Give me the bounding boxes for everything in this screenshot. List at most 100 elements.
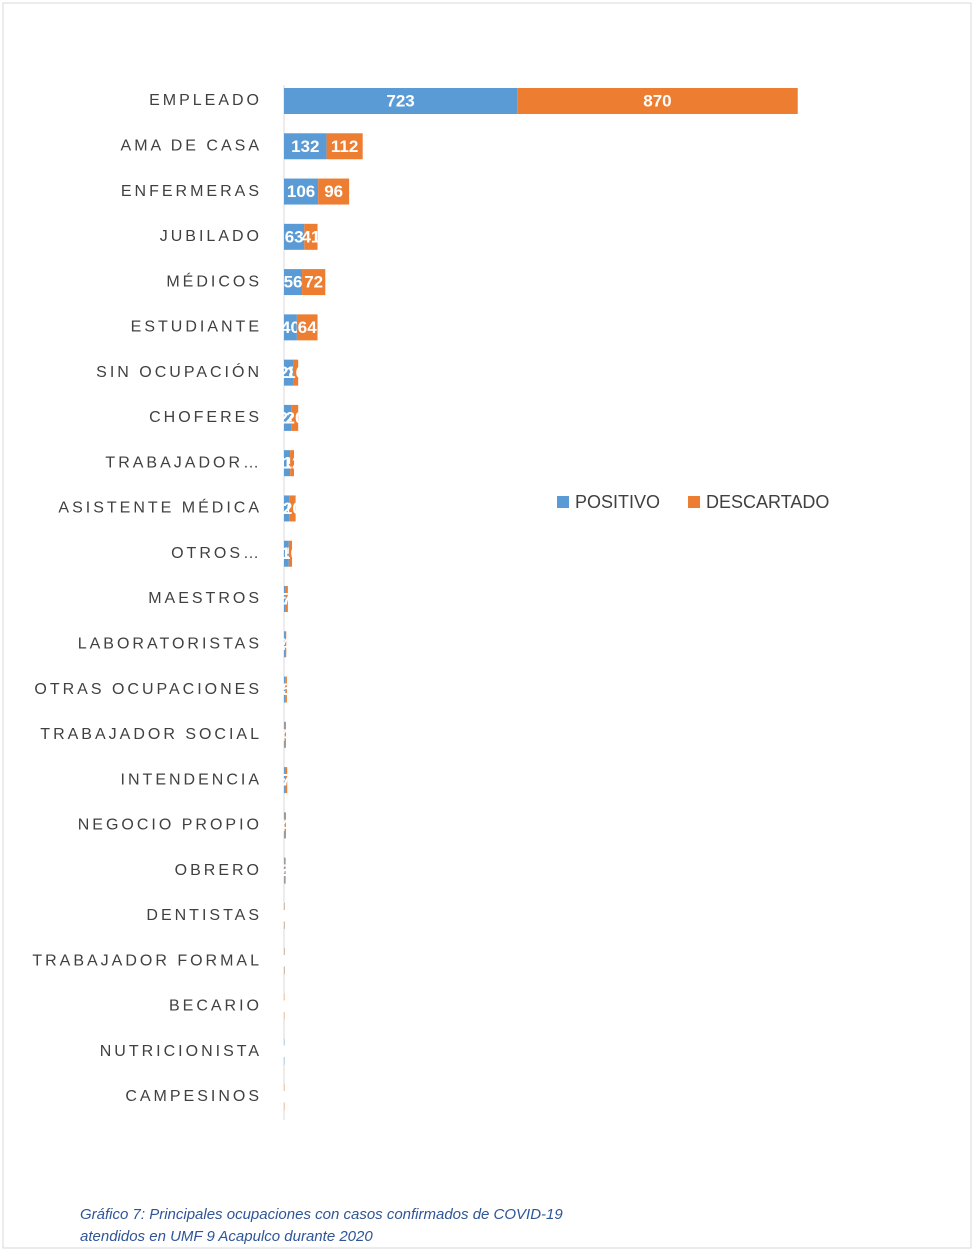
data-label: 7 bbox=[282, 589, 291, 608]
bar-segment bbox=[284, 495, 290, 522]
bar-segment bbox=[291, 404, 299, 431]
data-label: 41 bbox=[301, 227, 320, 246]
data-label: 63 bbox=[285, 227, 304, 246]
data-label: 7 bbox=[281, 771, 290, 790]
caption: atendidos en UMF 9 Acapulco durante 2020 bbox=[80, 1228, 373, 1245]
data-label: 4 bbox=[281, 816, 291, 835]
bar-segment bbox=[284, 721, 286, 748]
bar-segment bbox=[284, 223, 305, 250]
bar-segment bbox=[290, 450, 294, 477]
data-label: 40 bbox=[281, 318, 300, 337]
bar-segment bbox=[284, 767, 285, 794]
data-label: 4 bbox=[281, 725, 291, 744]
category-label: INTENDENCIA bbox=[121, 771, 262, 788]
category-label: ESTUDIANTE bbox=[131, 319, 262, 336]
data-label: 1 bbox=[280, 906, 289, 925]
bar-segment bbox=[302, 269, 326, 296]
category-label: CHOFERES bbox=[149, 409, 262, 426]
category-label: TRABAJADOR FORMAL bbox=[32, 952, 262, 969]
bar-segment bbox=[284, 269, 303, 296]
data-label: 1 bbox=[279, 1042, 288, 1061]
data-label: 20 bbox=[286, 408, 305, 427]
bar-segment bbox=[284, 676, 286, 703]
data-label: 2 bbox=[280, 861, 289, 880]
category-label: OTROS… bbox=[171, 545, 262, 562]
data-label: 12 bbox=[283, 454, 302, 473]
bar-segment bbox=[284, 88, 518, 114]
bar-segment bbox=[326, 133, 363, 160]
bar-segment bbox=[304, 223, 318, 250]
category-label: SIN OCUPACIÓN bbox=[96, 362, 262, 381]
data-label: 1 bbox=[279, 997, 288, 1016]
category-label: OTRAS OCUPACIONES bbox=[34, 681, 262, 698]
bar-segment bbox=[284, 450, 291, 477]
bar-segment bbox=[284, 767, 288, 794]
legend-swatch bbox=[688, 496, 701, 508]
data-label: 0 bbox=[280, 1042, 289, 1061]
category-label: LABORATORISTAS bbox=[78, 635, 262, 652]
data-label: 10 bbox=[281, 544, 300, 563]
bar-segment bbox=[288, 540, 293, 567]
bar-segment bbox=[284, 133, 327, 160]
data-label: 20 bbox=[283, 499, 302, 518]
category-label: DENTISTAS bbox=[146, 907, 262, 924]
data-label: 5 bbox=[280, 589, 289, 608]
bar-segment bbox=[284, 857, 285, 884]
data-label: 1 bbox=[279, 1087, 288, 1106]
data-label: 4 bbox=[281, 635, 291, 654]
bar-segment bbox=[284, 540, 289, 567]
bar-segment bbox=[284, 631, 285, 658]
data-label: 870 bbox=[643, 91, 671, 110]
bar-segment bbox=[285, 676, 287, 703]
data-label: 1 bbox=[280, 952, 289, 971]
category-label: OBRERO bbox=[175, 862, 262, 879]
data-label: 1 bbox=[279, 906, 288, 925]
data-label: 64 bbox=[298, 318, 317, 337]
legend-label: DESCARTADO bbox=[706, 492, 829, 512]
bar-segment bbox=[285, 586, 288, 612]
data-label: 3 bbox=[280, 861, 289, 880]
bar-segment bbox=[284, 857, 286, 884]
data-label: 56 bbox=[284, 273, 303, 292]
category-label: AMA DE CASA bbox=[121, 137, 262, 154]
data-label: 5 bbox=[281, 680, 290, 699]
bar-segment bbox=[284, 721, 285, 748]
category-label: MÉDICOS bbox=[166, 271, 262, 290]
bar-segment bbox=[284, 404, 292, 431]
data-label: 112 bbox=[331, 137, 358, 156]
category-label: ENFERMERAS bbox=[121, 183, 262, 200]
data-label: 723 bbox=[386, 91, 414, 110]
bar-segment bbox=[296, 314, 318, 341]
bar-segment bbox=[284, 631, 287, 658]
category-label: NEGOCIO PROPIO bbox=[78, 817, 262, 834]
category-label: BECARIO bbox=[169, 998, 262, 1015]
category-label: CAMPESINOS bbox=[125, 1088, 262, 1105]
data-label: 2 bbox=[280, 725, 289, 744]
data-label: 3 bbox=[280, 635, 289, 654]
data-label: 106 bbox=[287, 182, 315, 201]
data-label: 16 bbox=[286, 363, 305, 382]
bar-segment bbox=[284, 178, 319, 205]
data-label: 1 bbox=[279, 952, 288, 971]
category-label: MAESTROS bbox=[148, 590, 262, 607]
bar-segment bbox=[284, 586, 286, 612]
bar-segment bbox=[293, 359, 299, 386]
legend-swatch bbox=[557, 496, 569, 508]
category-label: TRABAJADOR SOCIAL bbox=[40, 726, 262, 743]
category-label: TRABAJADOR… bbox=[105, 454, 262, 471]
data-label: 3 bbox=[280, 771, 289, 790]
bar-segment bbox=[517, 88, 798, 114]
data-label: 132 bbox=[291, 137, 319, 156]
bar-segment bbox=[289, 495, 296, 522]
bar-segment bbox=[284, 812, 285, 839]
category-label: ASISTENTE MÉDICA bbox=[58, 498, 262, 517]
data-label: 4 bbox=[280, 680, 290, 699]
data-label: 2 bbox=[280, 816, 289, 835]
bar-segment bbox=[284, 812, 286, 839]
bar-segment bbox=[318, 178, 350, 205]
bar-segment bbox=[284, 314, 297, 341]
bar-segment bbox=[284, 359, 294, 386]
